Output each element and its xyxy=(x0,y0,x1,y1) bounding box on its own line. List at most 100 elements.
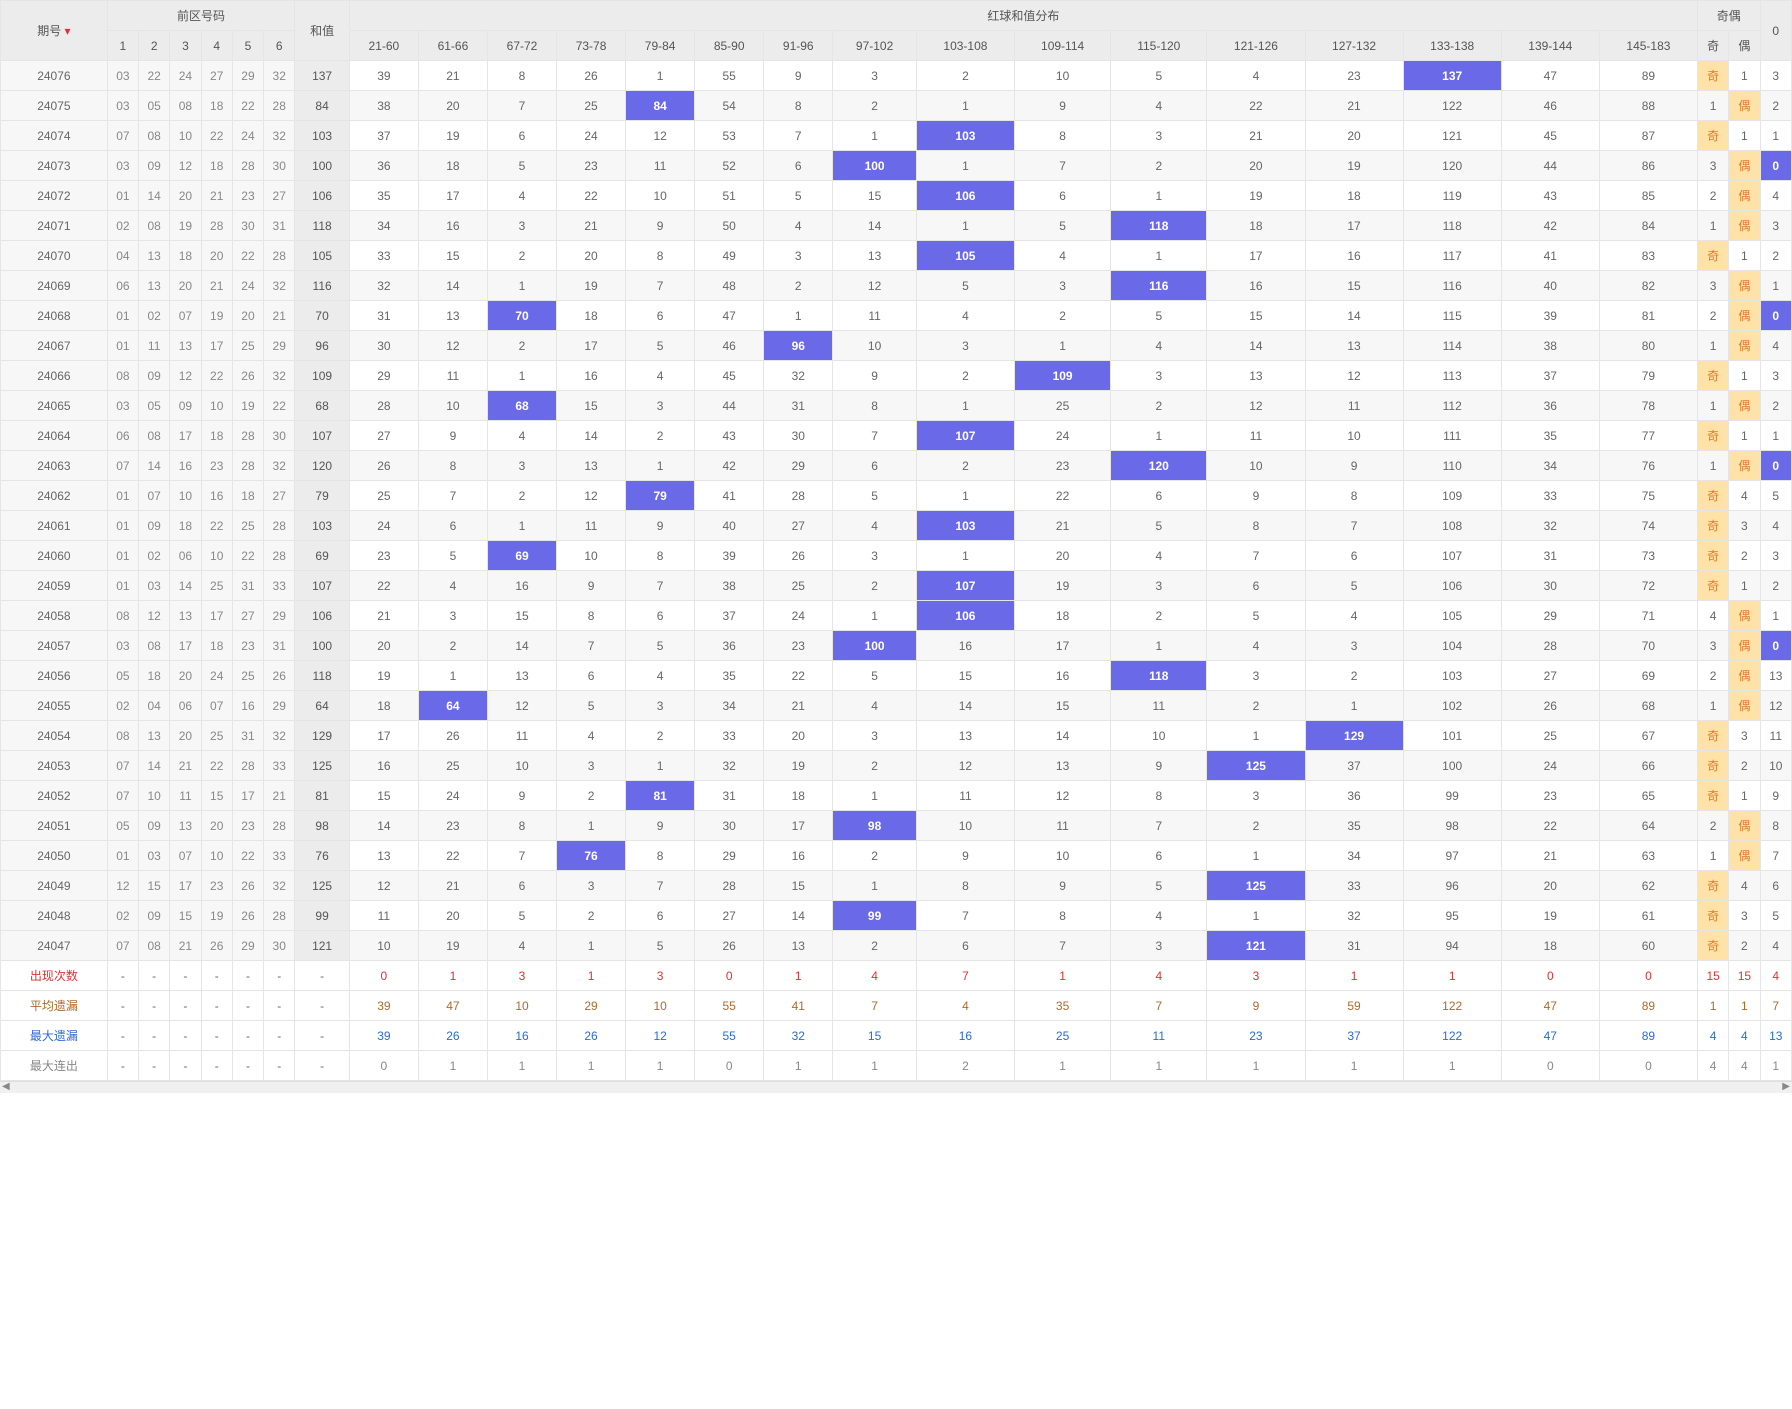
cell-dist: 70 xyxy=(1599,631,1697,661)
cell-period: 24072 xyxy=(1,181,108,211)
cell-period: 24052 xyxy=(1,781,108,811)
stat-val: 7 xyxy=(1111,991,1207,1021)
cell-dist: 27 xyxy=(1501,661,1599,691)
lottery-trend-table: 期号 ▾ 前区号码 和值 红球和值分布 奇偶 0 12345621-6061-6… xyxy=(0,0,1792,1081)
cell-dist: 19 xyxy=(1305,151,1403,181)
cell-tail: 3 xyxy=(1760,61,1791,91)
cell-front: 27 xyxy=(264,181,295,211)
cell-dist: 1 xyxy=(557,931,626,961)
cell-dist: 2 xyxy=(1111,151,1207,181)
cell-front: 23 xyxy=(232,181,263,211)
cell-front: 10 xyxy=(201,391,232,421)
cell-dist: 31 xyxy=(764,391,833,421)
cell-dist: 5 xyxy=(487,151,556,181)
cell-dist: 4 xyxy=(1015,241,1111,271)
cell-dist: 19 xyxy=(1501,901,1599,931)
stat-dash: - xyxy=(295,1051,349,1081)
cell-odd: 奇 xyxy=(1698,121,1729,151)
cell-dist: 13 xyxy=(1015,751,1111,781)
cell-dist: 9 xyxy=(1111,751,1207,781)
cell-dist: 26 xyxy=(1501,691,1599,721)
stat-val: 16 xyxy=(916,1021,1014,1051)
cell-tail: 13 xyxy=(1760,661,1791,691)
cell-front: 15 xyxy=(139,871,170,901)
cell-dist: 29 xyxy=(695,841,764,871)
cell-front: 28 xyxy=(232,151,263,181)
cell-dist: 33 xyxy=(349,241,418,271)
stat-val: 29 xyxy=(557,991,626,1021)
cell-dist: 3 xyxy=(1305,631,1403,661)
cell-dist: 11 xyxy=(418,361,487,391)
cell-even: 偶 xyxy=(1729,91,1760,121)
cell-period: 24071 xyxy=(1,211,108,241)
cell-dist: 11 xyxy=(349,901,418,931)
cell-dist: 7 xyxy=(1015,931,1111,961)
table-row: 2406307141623283212026831314229622312010… xyxy=(1,451,1792,481)
cell-front: 22 xyxy=(201,751,232,781)
cell-dist: 41 xyxy=(695,481,764,511)
cell-front: 03 xyxy=(139,841,170,871)
col-period[interactable]: 期号 ▾ xyxy=(1,1,108,61)
cell-dist: 118 xyxy=(1403,211,1501,241)
cell-front: 07 xyxy=(107,751,138,781)
horizontal-scrollbar[interactable] xyxy=(0,1081,1792,1093)
cell-dist: 11 xyxy=(487,721,556,751)
stat-val: 0 xyxy=(1599,1051,1697,1081)
cell-dist: 37 xyxy=(695,601,764,631)
stat-val: 0 xyxy=(1501,1051,1599,1081)
cell-front: 08 xyxy=(139,211,170,241)
col-front-5: 5 xyxy=(232,31,263,61)
col-dist-6: 91-96 xyxy=(764,31,833,61)
stat-val: 1 xyxy=(1015,961,1111,991)
cell-dist: 35 xyxy=(695,661,764,691)
stat-val: 4 xyxy=(1729,1051,1760,1081)
cell-dist: 7 xyxy=(557,631,626,661)
cell-dist: 36 xyxy=(349,151,418,181)
cell-front: 32 xyxy=(264,451,295,481)
cell-dist: 15 xyxy=(1207,301,1305,331)
sort-icon[interactable]: ▾ xyxy=(65,24,71,38)
stat-val: 1 xyxy=(1305,1051,1403,1081)
cell-dist: 7 xyxy=(833,421,917,451)
cell-dist: 6 xyxy=(1111,481,1207,511)
cell-dist: 7 xyxy=(626,871,695,901)
cell-sum: 125 xyxy=(295,871,349,901)
cell-dist: 68 xyxy=(1599,691,1697,721)
cell-sum: 120 xyxy=(295,451,349,481)
stat-val: 4 xyxy=(1698,1051,1729,1081)
cell-dist: 1 xyxy=(764,301,833,331)
cell-period: 24057 xyxy=(1,631,108,661)
cell-dist: 10 xyxy=(626,181,695,211)
cell-dist: 23 xyxy=(1501,781,1599,811)
stat-val: 122 xyxy=(1403,991,1501,1021)
cell-front: 26 xyxy=(232,901,263,931)
cell-tail: 5 xyxy=(1760,901,1791,931)
cell-dist: 79 xyxy=(626,481,695,511)
cell-dist: 20 xyxy=(764,721,833,751)
cell-dist: 7 xyxy=(626,571,695,601)
cell-dist: 2 xyxy=(1207,691,1305,721)
cell-front: 18 xyxy=(201,151,232,181)
cell-dist: 5 xyxy=(1111,61,1207,91)
cell-even: 1 xyxy=(1729,121,1760,151)
col-dist-0: 21-60 xyxy=(349,31,418,61)
cell-dist: 1 xyxy=(487,361,556,391)
cell-dist: 8 xyxy=(764,91,833,121)
cell-dist: 22 xyxy=(764,661,833,691)
cell-sum: 98 xyxy=(295,811,349,841)
cell-dist: 5 xyxy=(833,661,917,691)
cell-front: 28 xyxy=(264,241,295,271)
cell-dist: 30 xyxy=(764,421,833,451)
cell-front: 01 xyxy=(107,541,138,571)
cell-dist: 74 xyxy=(1599,511,1697,541)
cell-dist: 8 xyxy=(1015,121,1111,151)
cell-dist: 29 xyxy=(764,451,833,481)
cell-dist: 1 xyxy=(557,811,626,841)
cell-dist: 46 xyxy=(1501,91,1599,121)
cell-front: 32 xyxy=(264,871,295,901)
cell-dist: 89 xyxy=(1599,61,1697,91)
cell-even: 偶 xyxy=(1729,181,1760,211)
cell-dist: 108 xyxy=(1403,511,1501,541)
cell-dist: 1 xyxy=(418,661,487,691)
cell-dist: 2 xyxy=(916,361,1014,391)
